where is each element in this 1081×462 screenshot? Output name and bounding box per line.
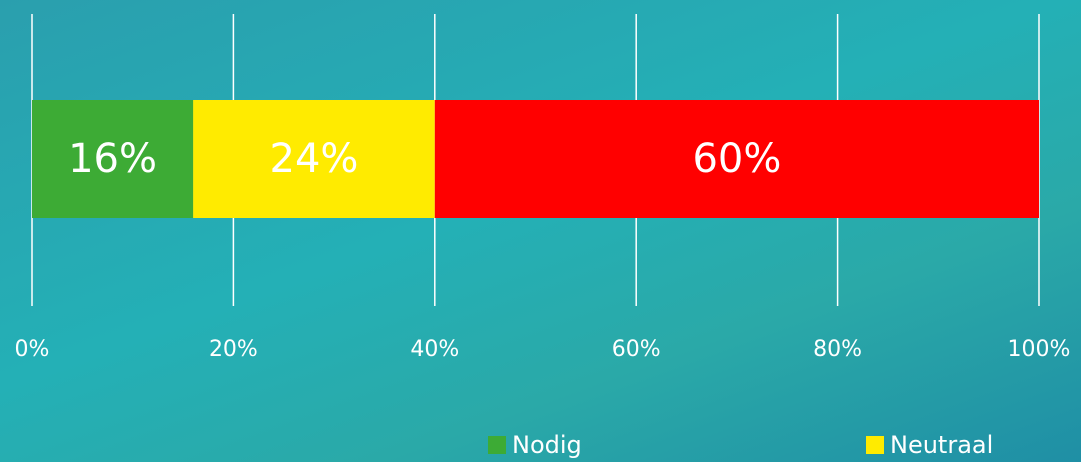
legend-swatch <box>866 436 884 454</box>
x-tick-label: 100% <box>1008 337 1071 362</box>
value-label: 60% <box>692 136 781 182</box>
legend-swatch <box>488 436 506 454</box>
value-label: 24% <box>270 136 359 182</box>
legend-label: Nodig <box>512 431 582 459</box>
bar-segment <box>32 100 194 218</box>
x-tick-label: 20% <box>209 337 258 362</box>
x-tick-label: 60% <box>612 337 661 362</box>
x-tick-label: 0% <box>15 337 50 362</box>
bar-segment <box>193 100 435 218</box>
value-label: 16% <box>68 136 157 182</box>
bar-segment <box>434 100 1039 218</box>
x-tick-label: 80% <box>813 337 862 362</box>
legend-label: Neutraal <box>890 431 993 459</box>
x-tick-label: 40% <box>410 337 459 362</box>
